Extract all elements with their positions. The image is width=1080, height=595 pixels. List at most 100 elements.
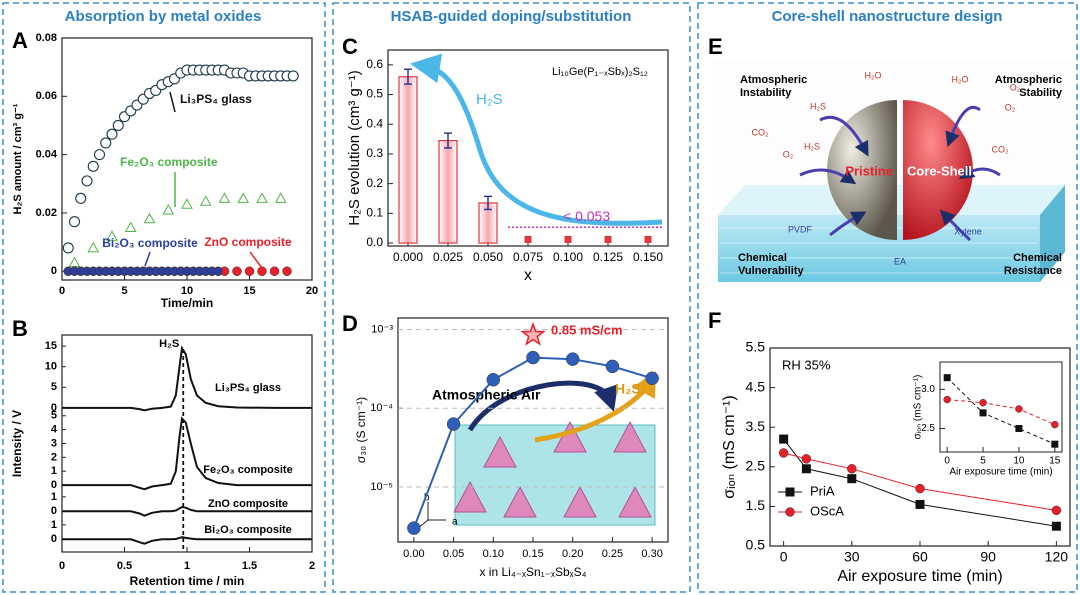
- annotation-arrow: [410, 53, 663, 226]
- point: [106, 230, 118, 241]
- y-axis-label: Intensity / V: [10, 410, 24, 477]
- gas-arrow: [799, 168, 857, 185]
- x-tick-label: 0.00: [403, 548, 424, 560]
- point: [801, 464, 811, 474]
- x-tick-label: 0.025: [433, 250, 463, 264]
- x-tick-label: 0.15: [522, 548, 543, 560]
- corner-label: Chemical: [1013, 252, 1062, 264]
- y-tick-label: 0: [51, 265, 57, 277]
- bar: [438, 139, 458, 244]
- series-line: [947, 399, 1055, 426]
- x-axis-label: Retention time / min: [130, 574, 245, 588]
- point: [232, 266, 242, 277]
- legend-label: OScA: [810, 503, 844, 518]
- x-tick-label: 0.125: [593, 250, 623, 264]
- point: [1051, 440, 1059, 448]
- point: [1015, 425, 1023, 433]
- error-bar: [444, 132, 452, 149]
- x-tick-label: 2: [309, 560, 315, 572]
- x-tick-label: 0.10: [483, 548, 504, 560]
- panel-letter: E: [708, 34, 723, 59]
- x-tick-label: 0.100: [553, 250, 583, 264]
- trace-label: Fe₂O₃ composite: [203, 464, 292, 476]
- inset-bg: [940, 362, 1062, 452]
- gas-arrow: [819, 115, 869, 157]
- plot-frame: [387, 49, 669, 247]
- panel-header: Core-shell nanostructure design: [772, 8, 1003, 25]
- point: [87, 160, 99, 172]
- y-tick-label: 0.2: [366, 176, 383, 190]
- y-tick-label: 4: [51, 424, 58, 436]
- crystal-tetrahedron: [613, 420, 647, 453]
- gas-arrow: [829, 211, 867, 237]
- point: [1015, 405, 1023, 413]
- molecule-label: Xylene: [954, 226, 982, 236]
- annotation-arrow: [144, 251, 151, 267]
- y-tick-label: 0.5: [366, 87, 383, 101]
- crystal-axis-label: a: [452, 517, 458, 528]
- point: [75, 192, 87, 204]
- point: [526, 350, 540, 365]
- point: [847, 474, 857, 484]
- molecule-label: O₂: [1010, 82, 1021, 92]
- y-tick-label: 4.5: [746, 378, 766, 394]
- point: [915, 483, 925, 494]
- y-tick-label: 10⁻⁴: [370, 402, 393, 414]
- point: [1051, 521, 1061, 531]
- x-tick-label: 10: [1013, 456, 1025, 467]
- y-axis-label: H₂S evolution (cm³ g⁻¹): [346, 70, 363, 225]
- y-axis-label: H₂S amount / cm³ g⁻¹: [12, 103, 24, 214]
- x-tick-label: 10: [181, 285, 193, 297]
- y-tick-label: 10⁻³: [371, 323, 393, 335]
- error-bar: [484, 195, 492, 211]
- x-tick-label: 1: [184, 560, 190, 572]
- bar: [398, 76, 418, 244]
- panel-letter: B: [12, 316, 28, 341]
- point: [915, 499, 925, 509]
- annotation-arrow: [467, 380, 618, 432]
- y-tick-label: 15: [45, 340, 57, 352]
- point: [68, 216, 81, 228]
- x-tick-label: 0: [59, 285, 65, 297]
- x-tick-label: 0: [780, 549, 788, 565]
- bar: [604, 236, 612, 244]
- y-tick-label: 10⁻⁵: [370, 481, 393, 493]
- panel-frame: [697, 2, 1078, 593]
- corner-label: Resistance: [1004, 265, 1062, 277]
- highlight-star: [520, 321, 546, 346]
- marker-label: H₂S: [159, 338, 179, 350]
- x-tick-label: 1.5: [242, 560, 257, 572]
- y-tick-label: 2.5: [921, 423, 935, 434]
- point: [979, 398, 987, 407]
- crystal-tetrahedron: [453, 480, 487, 513]
- x-tick-label: 0: [944, 456, 950, 467]
- panel-letter: C: [342, 34, 358, 59]
- annotation-arrow: [249, 251, 263, 269]
- y-tick-label: 3.0: [921, 384, 935, 395]
- trace-line: [62, 536, 312, 545]
- point: [565, 352, 580, 366]
- panel-letter: F: [708, 308, 721, 333]
- point: [605, 359, 620, 374]
- y-axis-label: σᵢₒₙ (mS cm⁻¹): [913, 375, 924, 440]
- y-tick-label: 2.5: [746, 458, 766, 474]
- point: [62, 242, 74, 254]
- point: [237, 192, 250, 203]
- panel-header: Absorption by metal oxides: [65, 8, 262, 25]
- annotation-arrow: [169, 91, 176, 113]
- molecule-label: O₂: [783, 149, 794, 159]
- x-tick-label: 90: [980, 549, 996, 565]
- annotation: H₂S↓: [615, 381, 648, 397]
- sphere-left: [827, 100, 897, 240]
- y-tick-label: 5: [51, 381, 57, 393]
- highlight-label: 0.85 mS/cm: [551, 322, 623, 337]
- point: [256, 192, 268, 203]
- gas-arrow: [958, 164, 1001, 180]
- panel-header: HSAB-guided doping/substitution: [391, 8, 632, 25]
- slab-side: [1040, 185, 1065, 282]
- x-axis-label: Air exposure time (min): [837, 568, 1002, 585]
- molecule-label: EA: [894, 256, 906, 266]
- point: [1051, 420, 1059, 429]
- molecule-label: CO₂: [752, 127, 770, 137]
